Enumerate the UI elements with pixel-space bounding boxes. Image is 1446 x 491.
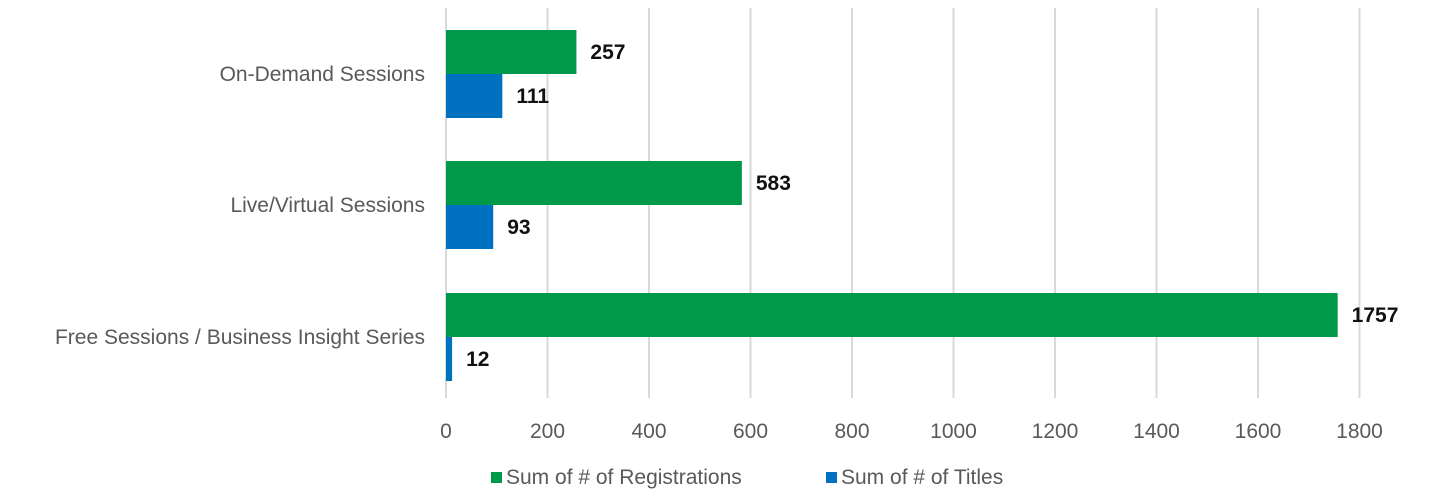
legend-swatch-registrations [491, 472, 502, 483]
x-tick-label: 200 [530, 420, 565, 443]
titles-bar [446, 337, 453, 381]
x-tick-label: 1600 [1235, 420, 1282, 443]
registrations-value-label: 583 [756, 172, 791, 195]
legend-swatch-titles [826, 472, 837, 483]
category-label: Free Sessions / Business Insight Series [55, 326, 425, 349]
x-tick-labels: 0 200 400 600 800 1000 1200 1400 1600 1800 [440, 420, 1383, 443]
registrations-bar [446, 161, 742, 205]
category-label: Live/Virtual Sessions [230, 194, 425, 217]
category-label: On-Demand Sessions [220, 63, 425, 86]
x-tick-label: 400 [631, 420, 666, 443]
registrations-value-label: 257 [590, 41, 625, 64]
x-tick-label: 1000 [930, 420, 977, 443]
legend-label-titles: Sum of # of Titles [841, 466, 1003, 489]
category-labels: On-Demand Sessions Live/Virtual Sessions F… [55, 63, 425, 349]
x-tick-label: 1800 [1336, 420, 1383, 443]
x-tick-label: 0 [440, 420, 452, 443]
titles-bar [446, 205, 494, 249]
registrations-value-label: 1757 [1352, 304, 1399, 327]
legend: Sum of # of Registrations Sum of # of Tit… [491, 466, 1003, 489]
data-labels: 257 111 583 93 1757 12 [466, 41, 1398, 371]
titles-value-label: 12 [466, 348, 489, 371]
registrations-bar [446, 30, 577, 74]
x-tick-label: 800 [834, 420, 869, 443]
x-tick-label: 1200 [1032, 420, 1079, 443]
titles-value-label: 93 [507, 216, 530, 239]
bars [446, 30, 1338, 381]
x-tick-label: 1400 [1133, 420, 1180, 443]
titles-bar [446, 74, 503, 118]
titles-value-label: 111 [516, 85, 549, 108]
x-tick-label: 600 [733, 420, 768, 443]
legend-label-registrations: Sum of # of Registrations [506, 466, 742, 489]
registrations-bar [446, 293, 1338, 337]
